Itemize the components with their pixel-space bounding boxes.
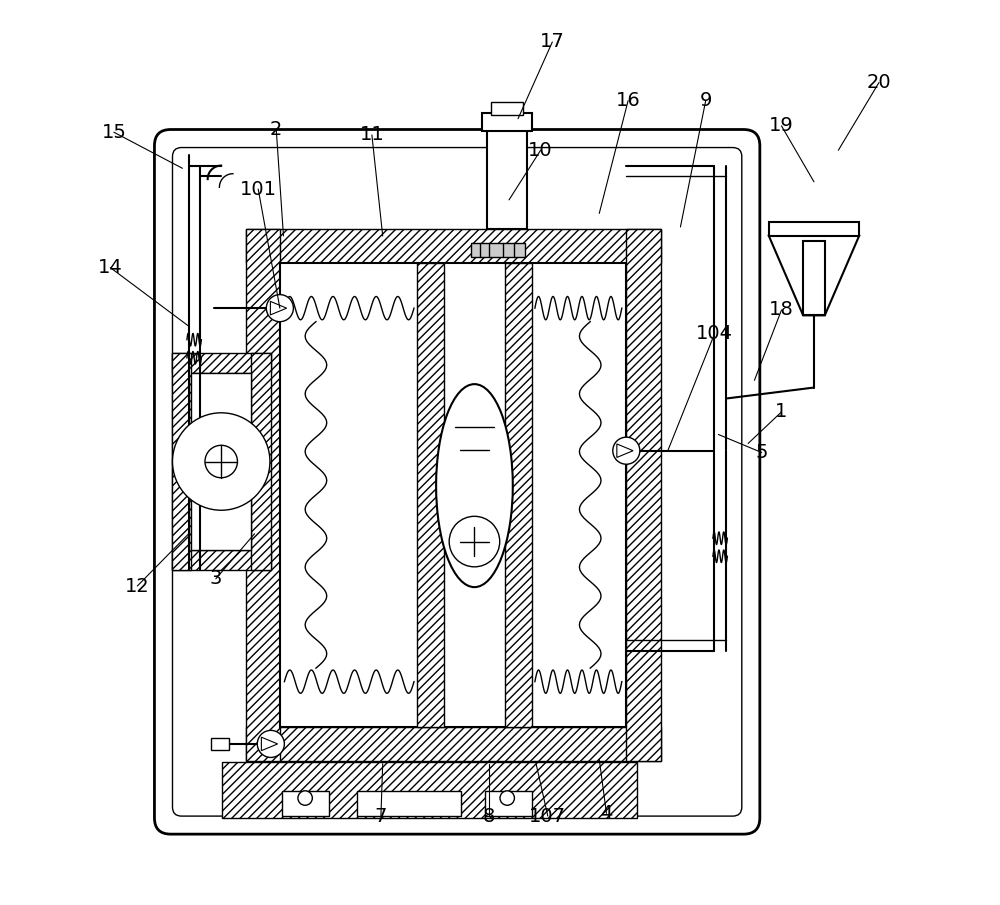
Text: 101: 101 (240, 179, 277, 198)
Text: 3: 3 (210, 569, 222, 588)
Text: 15: 15 (101, 123, 126, 142)
Bar (251, 353, 271, 570)
Text: 20: 20 (867, 73, 891, 92)
Circle shape (613, 437, 640, 464)
Text: 10: 10 (528, 141, 553, 160)
Bar (191, 373, 251, 550)
Bar (417, 263, 444, 727)
Bar (246, 229, 661, 263)
Circle shape (257, 730, 284, 757)
Circle shape (205, 445, 237, 478)
Polygon shape (617, 444, 633, 457)
Text: 16: 16 (616, 91, 640, 110)
Bar (211, 738, 229, 750)
Bar (505, 263, 532, 727)
Bar (246, 727, 661, 761)
Bar (487, 129, 527, 229)
Text: 2: 2 (270, 120, 282, 139)
Circle shape (449, 517, 500, 567)
Bar (282, 791, 329, 816)
Bar (246, 229, 280, 761)
Text: 18: 18 (769, 300, 794, 319)
FancyBboxPatch shape (172, 148, 742, 816)
Bar (222, 762, 637, 818)
Text: 8: 8 (483, 806, 495, 825)
Circle shape (298, 791, 312, 805)
Text: 107: 107 (529, 806, 566, 825)
Bar (491, 102, 523, 115)
Polygon shape (261, 738, 278, 750)
Bar (280, 263, 626, 727)
Text: 12: 12 (125, 576, 150, 595)
Text: 4: 4 (600, 804, 613, 823)
Bar (172, 353, 271, 373)
Polygon shape (270, 301, 287, 315)
Bar (803, 242, 825, 315)
Text: 17: 17 (540, 33, 565, 52)
Bar (357, 791, 461, 816)
Circle shape (266, 295, 293, 321)
Circle shape (172, 413, 270, 510)
Bar (172, 550, 271, 570)
Text: 5: 5 (755, 443, 768, 462)
Text: 1: 1 (775, 403, 788, 422)
Bar (172, 353, 191, 570)
Bar (485, 791, 532, 816)
FancyBboxPatch shape (154, 129, 760, 834)
Bar (482, 113, 532, 131)
Text: 7: 7 (375, 806, 387, 825)
Bar (471, 243, 525, 257)
Bar (769, 223, 859, 236)
Text: 9: 9 (700, 91, 712, 110)
Text: 19: 19 (769, 117, 794, 136)
Text: 14: 14 (98, 258, 123, 277)
Bar (626, 229, 661, 761)
Circle shape (500, 791, 514, 805)
Text: 11: 11 (360, 126, 384, 145)
Text: 104: 104 (696, 324, 733, 343)
Polygon shape (769, 236, 859, 315)
Ellipse shape (436, 384, 513, 587)
